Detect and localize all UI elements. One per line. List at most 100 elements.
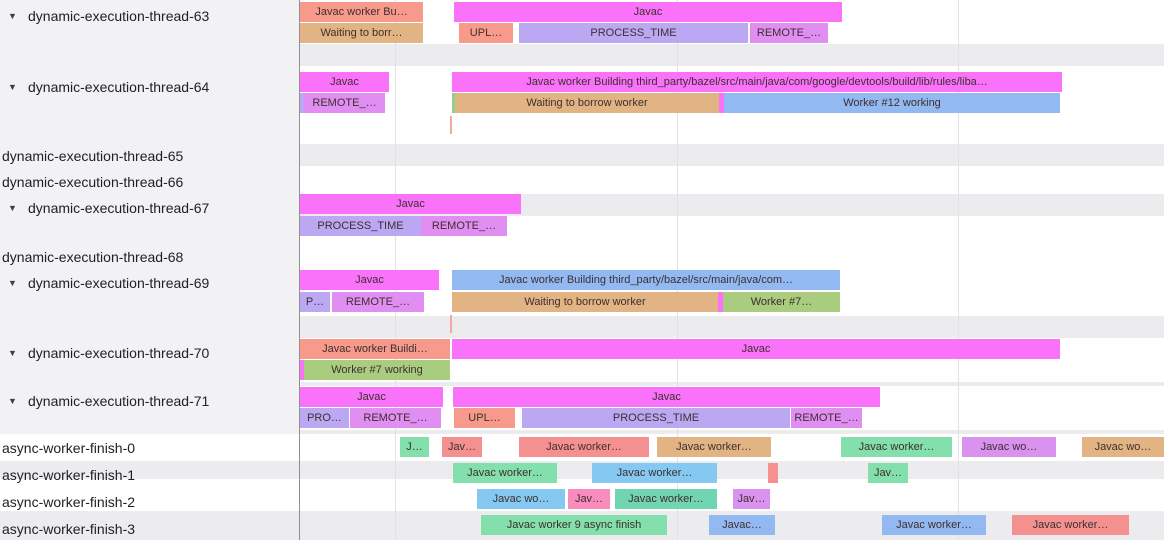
track-label-dynamic-execution-thread-69[interactable]: ▼ dynamic-execution-thread-69 <box>8 273 209 293</box>
track-label-dynamic-execution-thread-66: dynamic-execution-thread-66 <box>2 172 183 192</box>
trace-slice[interactable]: P… <box>300 292 330 312</box>
track-label-text: async-worker-finish-0 <box>2 440 136 456</box>
trace-slice[interactable]: PRO… <box>300 408 349 428</box>
track-label-text: async-worker-finish-1 <box>2 467 136 483</box>
trace-slice[interactable]: Javac worker Building third_party/bazel/… <box>452 72 1062 92</box>
collapse-triangle-icon[interactable]: ▼ <box>8 11 17 21</box>
trace-slice[interactable]: Jav… <box>568 489 610 509</box>
trace-slice[interactable]: Worker #12 working <box>724 93 1060 113</box>
trace-slice[interactable]: Jav… <box>868 463 908 483</box>
track-label-text: async-worker-finish-3 <box>2 521 136 537</box>
trace-slice[interactable]: Jav… <box>442 437 482 457</box>
trace-slice[interactable]: J… <box>400 437 429 457</box>
trace-slice[interactable]: Javac worker… <box>592 463 717 483</box>
trace-slice[interactable]: Javac wo… <box>477 489 565 509</box>
trace-slice[interactable]: REMOTE_… <box>791 408 862 428</box>
instant-marker[interactable] <box>450 116 452 134</box>
collapse-triangle-icon[interactable]: ▼ <box>8 278 17 288</box>
trace-slice[interactable]: Javac worker… <box>615 489 717 509</box>
track-label-text: dynamic-execution-thread-68 <box>2 249 184 265</box>
row-stripe <box>300 382 1164 386</box>
trace-slice[interactable]: Javac worker… <box>882 515 986 535</box>
trace-slice[interactable] <box>300 360 304 380</box>
track-label-dynamic-execution-thread-68: dynamic-execution-thread-68 <box>2 247 183 267</box>
trace-slice[interactable]: Worker #7 working <box>304 360 450 380</box>
trace-slice[interactable]: Waiting to borr… <box>300 23 423 43</box>
track-label-text: async-worker-finish-2 <box>2 494 136 510</box>
track-label-dynamic-execution-thread-67[interactable]: ▼ dynamic-execution-thread-67 <box>8 198 209 218</box>
trace-slice[interactable]: Javac <box>300 387 443 407</box>
trace-slice[interactable] <box>718 292 723 312</box>
track-label-text: dynamic-execution-thread-69 <box>28 275 210 291</box>
trace-slice[interactable]: PROCESS_TIME <box>300 216 421 236</box>
trace-slice[interactable]: Javac worker… <box>657 437 771 457</box>
track-label-async-worker-finish-0: async-worker-finish-0 <box>2 438 135 458</box>
panel-divider <box>299 0 300 540</box>
trace-slice[interactable]: Javac <box>300 72 389 92</box>
track-label-async-worker-finish-3: async-worker-finish-3 <box>2 519 135 539</box>
track-label-text: dynamic-execution-thread-70 <box>28 345 210 361</box>
sidebar-row-stripe <box>0 461 299 479</box>
trace-slice[interactable]: Javac worker Bu… <box>300 2 423 22</box>
trace-slice[interactable]: REMOTE_… <box>421 216 507 236</box>
row-stripe <box>300 44 1164 66</box>
row-stripe <box>300 316 1164 338</box>
trace-slice[interactable]: Javac <box>454 2 842 22</box>
row-stripe <box>300 430 1164 434</box>
trace-slice[interactable]: Javac <box>452 339 1060 359</box>
trace-slice[interactable] <box>300 93 304 113</box>
trace-slice[interactable]: Waiting to borrow worker <box>455 93 719 113</box>
track-label-text: dynamic-execution-thread-66 <box>2 174 184 190</box>
trace-slice[interactable]: REMOTE_… <box>350 408 441 428</box>
track-label-async-worker-finish-2: async-worker-finish-2 <box>2 492 135 512</box>
trace-slice[interactable]: REMOTE_… <box>304 93 385 113</box>
trace-slice[interactable] <box>719 93 724 113</box>
trace-slice[interactable]: Javac worker… <box>453 463 557 483</box>
trace-slice[interactable]: Javac <box>300 194 521 214</box>
trace-slice[interactable]: Javac wo… <box>1082 437 1164 457</box>
time-gridline <box>958 0 959 540</box>
collapse-triangle-icon[interactable]: ▼ <box>8 82 17 92</box>
track-label-dynamic-execution-thread-70[interactable]: ▼ dynamic-execution-thread-70 <box>8 343 209 363</box>
trace-slice[interactable] <box>452 93 455 113</box>
track-label-text: dynamic-execution-thread-64 <box>28 79 210 95</box>
collapse-triangle-icon[interactable]: ▼ <box>8 396 17 406</box>
track-label-panel: ▼ dynamic-execution-thread-63 ▼ dynamic-exe… <box>0 0 299 540</box>
track-label-text: dynamic-execution-thread-63 <box>28 8 210 24</box>
trace-slice[interactable]: Javac worker Building third_party/bazel/… <box>452 270 840 290</box>
trace-slice[interactable]: Worker #7… <box>723 292 840 312</box>
timeline: Javac worker Bu… Javac Waiting to borr… UPL… <box>300 0 1164 540</box>
track-label-dynamic-execution-thread-63[interactable]: ▼ dynamic-execution-thread-63 <box>8 6 209 26</box>
trace-slice[interactable]: Javac <box>300 270 439 290</box>
track-label-text: dynamic-execution-thread-71 <box>28 393 210 409</box>
collapse-triangle-icon[interactable]: ▼ <box>8 203 17 213</box>
trace-slice[interactable]: Javac worker… <box>1012 515 1129 535</box>
trace-slice[interactable]: PROCESS_TIME <box>522 408 790 428</box>
trace-slice[interactable]: Javac wo… <box>962 437 1056 457</box>
track-label-dynamic-execution-thread-65: dynamic-execution-thread-65 <box>2 146 183 166</box>
trace-slice[interactable]: UPL… <box>459 23 513 43</box>
instant-marker[interactable] <box>450 315 452 333</box>
trace-slice[interactable]: PROCESS_TIME <box>519 23 748 43</box>
trace-slice[interactable]: Javac worker… <box>841 437 952 457</box>
trace-slice[interactable]: Javac worker Buildi… <box>300 339 450 359</box>
trace-slice[interactable]: Javac <box>453 387 880 407</box>
trace-slice[interactable]: Jav… <box>733 489 770 509</box>
track-label-text: dynamic-execution-thread-67 <box>28 200 210 216</box>
trace-slice[interactable] <box>768 463 778 483</box>
track-label-text: dynamic-execution-thread-65 <box>2 148 184 164</box>
trace-slice[interactable]: REMOTE_… <box>332 292 424 312</box>
trace-slice[interactable]: Waiting to borrow worker <box>452 292 718 312</box>
trace-slice[interactable]: REMOTE_… <box>750 23 828 43</box>
track-label-dynamic-execution-thread-64[interactable]: ▼ dynamic-execution-thread-64 <box>8 77 209 97</box>
trace-slice[interactable]: Javac worker… <box>519 437 649 457</box>
sidebar-row-stripe <box>0 511 299 540</box>
trace-slice[interactable]: Javac… <box>709 515 775 535</box>
collapse-triangle-icon[interactable]: ▼ <box>8 348 17 358</box>
track-label-dynamic-execution-thread-71[interactable]: ▼ dynamic-execution-thread-71 <box>8 391 209 411</box>
trace-slice[interactable]: UPL… <box>454 408 515 428</box>
trace-slice[interactable]: Javac worker 9 async finish <box>481 515 667 535</box>
row-stripe <box>300 461 1164 479</box>
row-stripe <box>300 144 1164 166</box>
